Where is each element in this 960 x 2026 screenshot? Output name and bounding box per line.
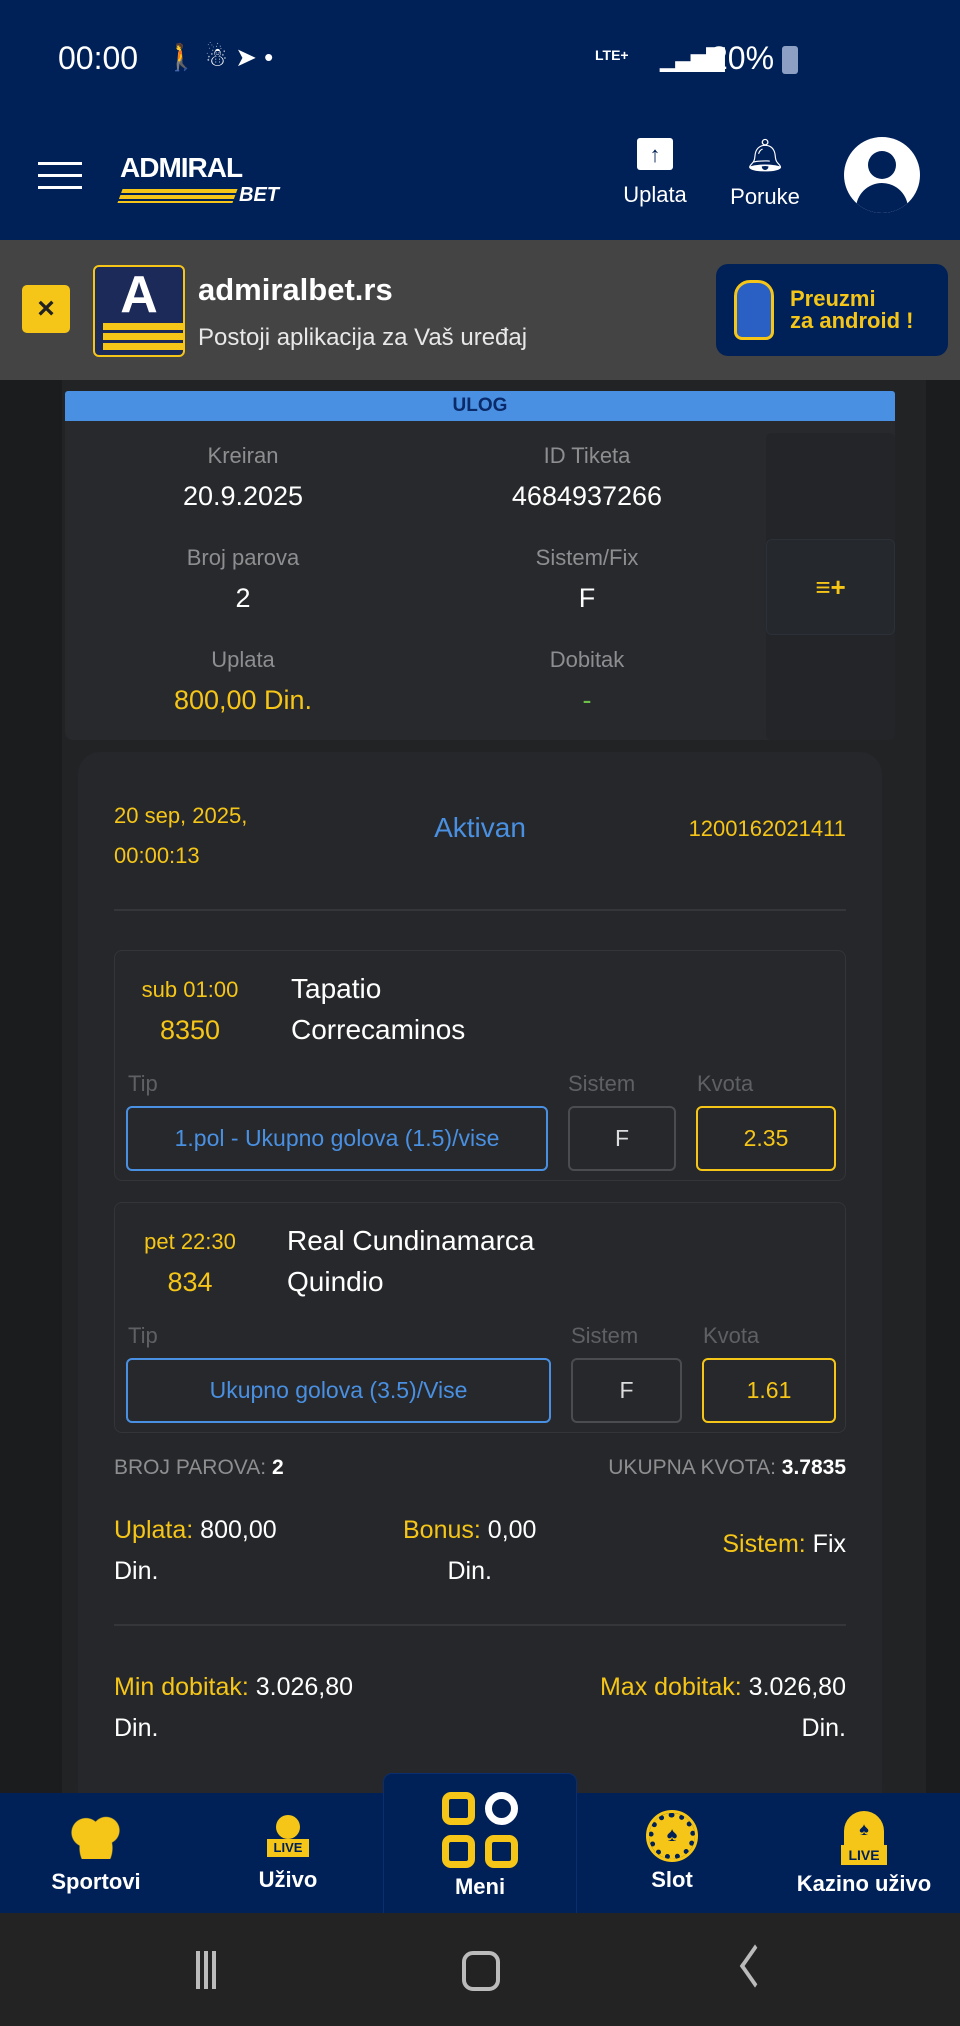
menu-grid-icon xyxy=(442,1792,518,1868)
app-download-banner: × A admiralbet.rs Postoji aplikacija za … xyxy=(0,240,960,380)
away-team: Quindio xyxy=(287,1266,384,1297)
side-actions: ≡+ xyxy=(766,433,895,740)
battery-percent: 20% xyxy=(710,40,775,76)
add-to-list-icon[interactable]: ≡+ xyxy=(766,539,895,635)
ticket-code: 1200162021411 xyxy=(688,816,846,841)
away-team: Correcaminos xyxy=(291,1014,466,1045)
battery-icon xyxy=(782,46,798,74)
status-bar: 00:00 🚶 ☃ ➤ • LTE+ ▁▃▅▇ 20% xyxy=(0,0,960,120)
system-nav-bar xyxy=(0,1913,960,2026)
odds-value[interactable]: 1.61 xyxy=(702,1358,836,1423)
winnings-field: Dobitak - xyxy=(549,647,625,715)
android-icon xyxy=(734,280,774,340)
bonus-summary: Bonus: 0,00 Din. xyxy=(403,1516,537,1585)
close-icon[interactable]: × xyxy=(22,285,70,333)
live-ball-icon xyxy=(276,1815,300,1839)
nav-sportovi[interactable]: Sportovi xyxy=(0,1793,192,1913)
nav-kazino-uzivo[interactable]: ♠ LIVE Kazino uživo xyxy=(768,1793,960,1913)
ticket-detail-card: 20 sep, 2025, 00:00:13 Aktivan 1200162021… xyxy=(78,752,882,1812)
created-field: Kreiran 20.9.2025 xyxy=(182,443,304,511)
download-android-button[interactable]: Preuzmi za android ! xyxy=(716,264,948,356)
match-item: pet 22:30 834 Real Cundinamarca Quindio … xyxy=(114,1202,846,1433)
total-odds-summary: UKUPNA KVOTA: 3.7835 xyxy=(608,1456,846,1479)
live-casino-icon: ♠ xyxy=(844,1811,884,1845)
home-team: Tapatio xyxy=(291,973,382,1004)
system-summary: Sistem: Fix xyxy=(722,1530,846,1558)
nav-slot[interactable]: ♠ Slot xyxy=(576,1793,768,1913)
activity-icons: 🚶 ☃ ➤ • xyxy=(165,42,274,72)
admiralbet-logo[interactable]: ADMIRAL BET xyxy=(117,152,300,206)
ulog-header: ULOG xyxy=(65,391,895,421)
sistem-value[interactable]: F xyxy=(568,1106,676,1171)
status-time: 00:00 xyxy=(58,40,139,76)
recent-apps-icon[interactable] xyxy=(196,1951,216,1989)
ticket-datetime: 20 sep, 2025, 00:00:13 xyxy=(114,803,248,868)
casino-chip-icon: ♠ xyxy=(646,1810,698,1862)
sistem-value[interactable]: F xyxy=(571,1358,682,1423)
nav-meni[interactable]: Meni xyxy=(384,1774,576,1913)
min-winnings: Min dobitak: 3.026,80 Din. xyxy=(114,1673,354,1742)
divider xyxy=(114,1624,846,1626)
max-winnings: Max dobitak: 3.026,80 Din. xyxy=(599,1673,846,1742)
home-team: Real Cundinamarca xyxy=(287,1225,535,1256)
banner-subtitle: Postoji aplikacija za Vaš uređaj xyxy=(198,324,528,351)
home-icon[interactable] xyxy=(462,1951,500,1991)
pair-count-field: Broj parova 2 xyxy=(186,545,300,613)
pair-count-summary: BROJ PAROVA: 2 xyxy=(114,1456,284,1479)
tip-value[interactable]: Ukupno golova (3.5)/Vise xyxy=(126,1358,551,1423)
bell-icon: 🔔︎ xyxy=(744,137,786,173)
match-item: sub 01:00 8350 Tapatio Correcaminos Tip … xyxy=(114,950,846,1181)
poruke-button[interactable]: 🔔︎ Poruke xyxy=(722,138,808,210)
user-icon xyxy=(868,151,896,179)
sports-balls-icon xyxy=(71,1815,121,1859)
stake-field: Uplata 800,00 Din. xyxy=(173,647,313,715)
deposit-icon: ↑ xyxy=(637,138,673,170)
divider xyxy=(114,909,846,911)
odds-value[interactable]: 2.35 xyxy=(696,1106,836,1171)
ticket-info: Kreiran 20.9.2025 ID Tiketa 4684937266 Bro… xyxy=(65,421,895,740)
stake-summary: Uplata: 800,00 Din. xyxy=(114,1516,277,1585)
app-header: ADMIRAL BET ↑ Uplata 🔔︎ Poruke xyxy=(0,120,960,240)
system-fix-field: Sistem/Fix F xyxy=(535,545,639,613)
tip-value[interactable]: 1.pol - Ukupno golova (1.5)/vise xyxy=(126,1106,548,1171)
network-icon: LTE+ xyxy=(595,47,629,63)
app-icon: A xyxy=(93,265,185,357)
back-icon[interactable] xyxy=(739,1944,771,1988)
ticket-id-field: ID Tiketa 4684937266 xyxy=(511,443,663,511)
hamburger-menu-icon[interactable] xyxy=(38,162,82,190)
nav-uzivo[interactable]: LIVE Uživo xyxy=(192,1793,384,1913)
banner-title: admiralbet.rs xyxy=(198,272,393,307)
user-avatar-button[interactable] xyxy=(844,137,920,213)
bottom-nav: Sportovi LIVE Uživo Meni ♠ Slot ♠ LIVE K… xyxy=(0,1774,960,1913)
signal-icon: ▁▃▅▇ xyxy=(660,45,725,72)
status-badge: Aktivan xyxy=(434,812,526,843)
uplata-button[interactable]: ↑ Uplata xyxy=(615,138,695,208)
